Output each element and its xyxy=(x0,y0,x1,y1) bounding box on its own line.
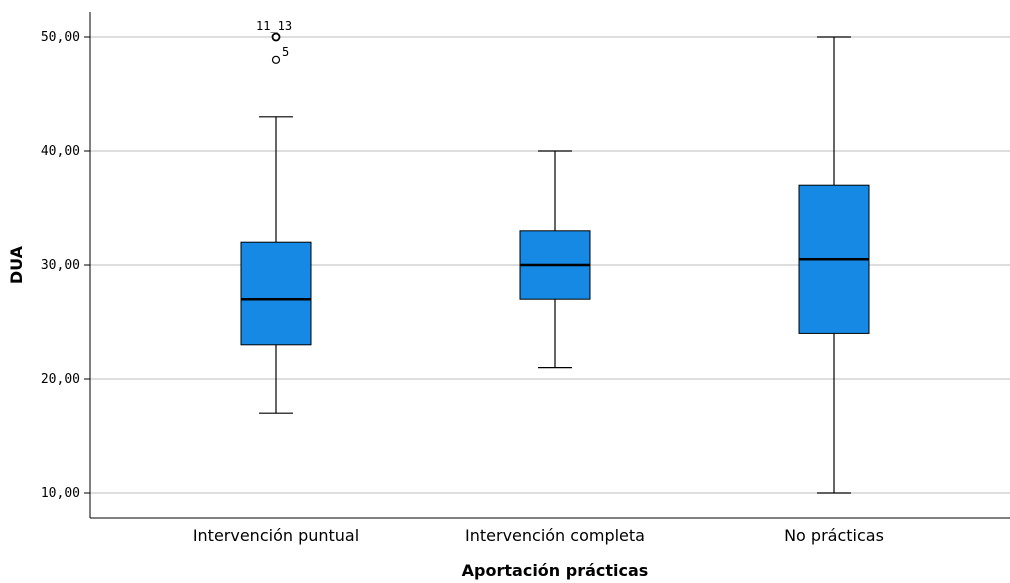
y-tick-label: 10,00 xyxy=(41,486,80,501)
box-group: 11_13 5 xyxy=(240,19,312,414)
box-group xyxy=(798,36,870,494)
box-group xyxy=(519,150,591,369)
category-label: No prácticas xyxy=(784,526,884,545)
y-tick-labels: 10,00 20,00 30,00 40,00 50,00 xyxy=(41,30,90,501)
iqr-box xyxy=(240,241,312,346)
outlier-point xyxy=(271,32,281,42)
category-label: Intervención completa xyxy=(465,526,645,545)
category-label: Intervención puntual xyxy=(193,526,359,545)
outlier-point xyxy=(271,55,281,64)
y-axis-title: DUA xyxy=(7,245,26,284)
x-axis-title: Aportación prácticas xyxy=(462,561,649,580)
category-labels: Intervención puntual Intervención complet… xyxy=(193,526,884,545)
y-tick-label: 50,00 xyxy=(41,30,80,45)
outlier-label: 5 xyxy=(282,45,289,59)
outlier-label: 11_13 xyxy=(256,19,292,33)
y-tick-label: 30,00 xyxy=(41,258,80,273)
y-tick-label: 40,00 xyxy=(41,144,80,159)
boxes: 11_13 5 xyxy=(240,19,870,494)
y-tick-label: 20,00 xyxy=(41,372,80,387)
